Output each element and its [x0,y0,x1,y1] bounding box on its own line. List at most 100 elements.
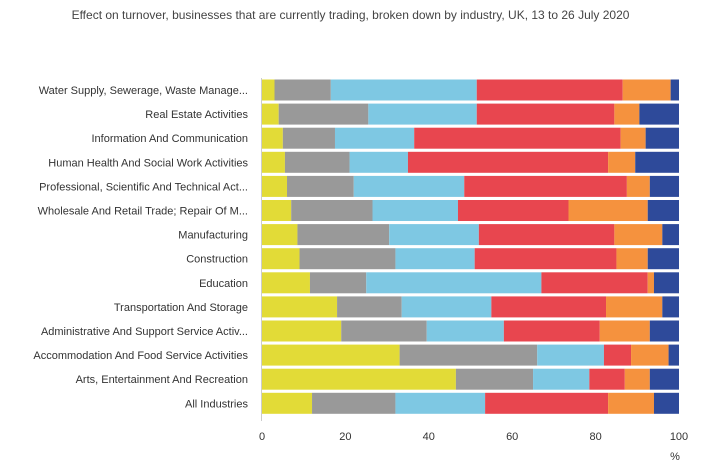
bar-segment-12-5 [631,344,669,366]
category-label-12: Accommodation And Food Service Activitie… [33,350,248,362]
bar-segment-7-6 [662,224,679,246]
bar-segment-14-4 [485,392,609,414]
bar-segment-4-6 [635,151,679,173]
bar-segment-3-4 [414,127,621,149]
bar-segment-7-3 [389,224,479,246]
bar-segment-7-5 [614,224,663,246]
bar-segment-8-2 [299,248,396,270]
category-label-7: Manufacturing [178,230,248,242]
x-tick-label-2: 20 [339,431,351,443]
bar-segment-14-2 [312,392,396,414]
bar-segment-11-1 [262,320,342,342]
bar-segment-7-1 [262,224,298,246]
bar-segment-13-1 [262,368,456,390]
chart-title: Effect on turnover, businesses that are … [71,8,630,22]
category-label-6: Wholesale And Retail Trade; Repair Of M.… [38,206,248,218]
bar-segment-13-2 [455,368,534,390]
bar-segment-11-3 [426,320,504,342]
bar-segment-14-3 [395,392,486,414]
category-label-9: Education [199,278,248,290]
bar-segment-13-5 [624,368,650,390]
bar-segment-10-3 [401,296,492,318]
bar-segment-6-3 [372,200,458,221]
category-label-5: Professional, Scientific And Technical A… [39,181,248,193]
bar-segment-9-1 [262,272,310,294]
bar-segment-13-4 [589,368,625,390]
bar-segment-10-2 [337,296,402,318]
bar-segment-2-6 [639,103,679,125]
bar-segment-9-6 [653,272,679,294]
bar-segment-10-1 [262,296,338,318]
bar-segment-14-1 [262,392,313,414]
bar-segment-12-4 [603,344,632,366]
bar-segment-8-3 [395,248,475,270]
category-label-3: Information And Communication [91,133,248,145]
bar-segment-1-3 [330,79,477,101]
bar-segment-11-6 [649,320,679,342]
category-label-4: Human Health And Social Work Activities [48,157,248,169]
bar-segment-10-5 [606,296,663,318]
bar-segment-3-3 [334,127,415,149]
bar-segment-13-3 [533,368,590,390]
bar-segment-5-3 [353,175,465,197]
category-label-2: Real Estate Activities [145,109,248,121]
x-tick-label-5: 80 [589,431,601,443]
x-tick-label-4: 60 [506,431,518,443]
bar-segment-10-6 [662,296,679,318]
bar-segment-9-3 [366,272,542,294]
bar-segment-7-2 [297,224,390,246]
bar-segment-1-5 [622,79,671,101]
bar-segment-6-4 [457,200,569,221]
bar-segment-8-6 [647,248,679,270]
bar-segment-6-6 [647,200,679,221]
bar-segment-4-4 [407,151,609,173]
category-label-14: All Industries [185,398,248,410]
bar-segment-2-4 [476,103,615,125]
bar-segment-6-1 [262,200,292,221]
bar-segment-5-2 [287,175,354,197]
bar-segment-9-5 [647,272,654,294]
x-tick-label-3: 40 [423,431,435,443]
bar-segment-2-1 [262,103,279,125]
category-label-11: Administrative And Support Service Activ… [41,326,248,338]
bar-segment-4-1 [262,151,285,173]
bar-segment-5-4 [464,175,627,197]
bar-segment-4-2 [284,151,350,173]
bar-segment-1-4 [476,79,623,101]
category-label-8: Construction [186,254,248,266]
bar-segment-6-5 [568,200,648,221]
bar-segment-7-4 [478,224,615,246]
bar-segment-1-1 [262,79,275,101]
bar-segment-11-5 [599,320,650,342]
bar-segment-6-2 [291,200,373,221]
bar-segment-13-6 [649,368,679,390]
bar-segment-11-2 [341,320,427,342]
bar-segment-3-1 [262,127,283,149]
bar-segment-12-2 [399,344,538,366]
bar-segment-14-5 [608,392,654,414]
bar-segment-2-3 [368,103,477,125]
bar-segment-3-2 [282,127,335,149]
bar-segment-14-6 [653,392,679,414]
category-label-1: Water Supply, Sewerage, Waste Manage... [39,85,248,97]
category-label-13: Arts, Entertainment And Recreation [76,374,248,386]
x-tick-label-1: 0 [259,431,265,443]
bar-segment-8-4 [474,248,617,270]
bar-segment-5-1 [262,175,288,197]
x-tick-label-6: 100 [670,431,688,443]
bar-segment-11-4 [503,320,600,342]
bar-segment-12-1 [262,344,400,366]
x-axis-label: % [670,451,680,463]
bar-segment-12-6 [668,344,679,366]
bar-segment-1-6 [670,79,679,101]
bar-segment-4-5 [608,151,636,173]
bar-segment-5-6 [649,175,679,197]
bar-segment-2-2 [278,103,369,125]
bar-segment-5-5 [626,175,650,197]
bar-segment-3-5 [620,127,646,149]
bar-segment-9-4 [541,272,648,294]
bar-segment-12-3 [537,344,604,366]
bar-segment-10-4 [491,296,607,318]
